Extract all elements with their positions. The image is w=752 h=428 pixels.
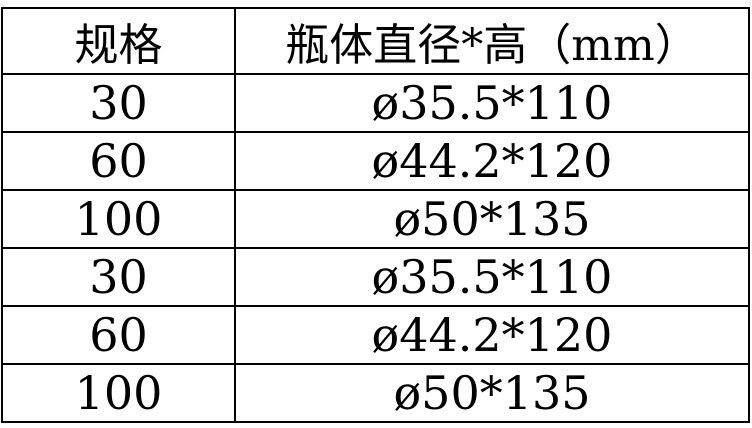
cell-spec: 60 — [1, 131, 236, 191]
cell-spec: 30 — [1, 73, 236, 133]
cell-size: ø44.2*120 — [234, 305, 750, 365]
cell-spec: 100 — [1, 189, 236, 249]
table-row: 60 ø44.2*120 — [1, 131, 750, 191]
header-row: 规格 瓶体直径*高（mm） — [1, 7, 750, 75]
table-row: 60 ø44.2*120 — [1, 305, 750, 365]
cell-spec: 30 — [1, 247, 236, 307]
spec-table: 规格 瓶体直径*高（mm） 30 ø35.5*110 60 ø44.2*120 … — [1, 7, 750, 423]
cell-spec: 60 — [1, 305, 236, 365]
col-header-size: 瓶体直径*高（mm） — [234, 7, 750, 75]
cell-size: ø35.5*110 — [234, 247, 750, 307]
cell-size: ø50*135 — [234, 189, 750, 249]
cell-spec: 100 — [1, 363, 236, 423]
table-row: 100 ø50*135 — [1, 189, 750, 249]
table-row: 30 ø35.5*110 — [1, 73, 750, 133]
cell-size: ø44.2*120 — [234, 131, 750, 191]
cell-size: ø35.5*110 — [234, 73, 750, 133]
table-row: 100 ø50*135 — [1, 363, 750, 423]
col-header-spec: 规格 — [1, 7, 236, 75]
table-row: 30 ø35.5*110 — [1, 247, 750, 307]
cell-size: ø50*135 — [234, 363, 750, 423]
